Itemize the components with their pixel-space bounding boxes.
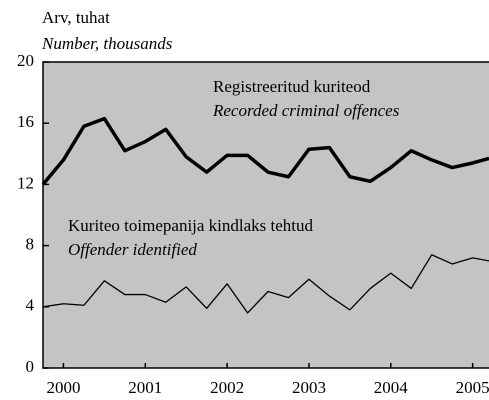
series-label-en: Offender identified <box>68 240 197 259</box>
x-tick-label: 2002 <box>210 378 244 397</box>
series-label: Kuriteo toimepanija kindlaks tehtud <box>68 216 314 235</box>
y-tick-label: 0 <box>26 357 35 376</box>
x-tick-label: 2000 <box>46 378 80 397</box>
series-label-en: Recorded criminal offences <box>212 101 400 120</box>
series-line <box>42 254 489 314</box>
x-tick-label: 2005 <box>456 378 489 397</box>
series-label: Registreeritud kuriteod <box>213 77 371 96</box>
y-tick-label: 4 <box>26 296 35 315</box>
y-tick-label: 20 <box>17 51 34 70</box>
series-line <box>41 116 489 186</box>
y-axis-label: Arv, tuhat <box>42 8 110 27</box>
y-tick-label: 8 <box>26 235 35 254</box>
x-tick-label: 2004 <box>374 378 409 397</box>
y-tick-label: 12 <box>17 173 34 192</box>
x-tick-label: 2001 <box>128 378 162 397</box>
y-tick-label: 16 <box>17 112 34 131</box>
y-axis-label-en: Number, thousands <box>41 34 173 53</box>
x-tick-label: 2003 <box>292 378 326 397</box>
plot-area <box>42 61 489 369</box>
